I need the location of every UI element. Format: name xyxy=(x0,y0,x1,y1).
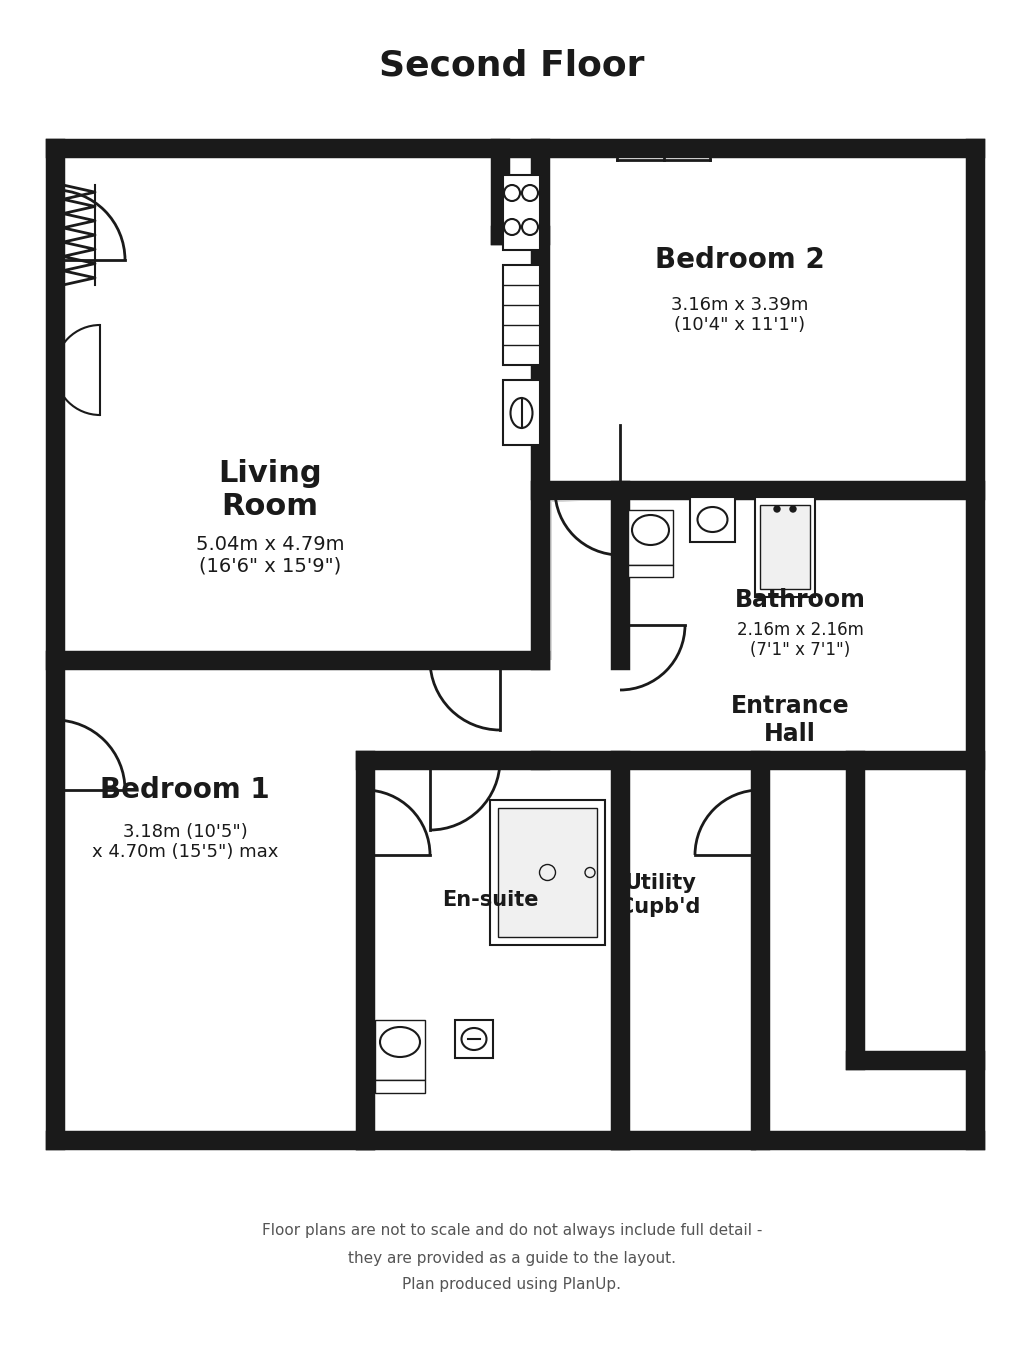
Polygon shape xyxy=(552,167,980,502)
Text: Bedroom 1: Bedroom 1 xyxy=(100,776,269,804)
Text: 5.04m x 4.79m
(16'6" x 15'9"): 5.04m x 4.79m (16'6" x 15'9") xyxy=(196,534,344,575)
Bar xyxy=(503,175,540,250)
Polygon shape xyxy=(62,660,540,1134)
Text: 3.18m (10'5")
x 4.70m (15'5") max: 3.18m (10'5") x 4.70m (15'5") max xyxy=(92,823,279,861)
Bar xyxy=(862,1067,968,1140)
Bar xyxy=(490,800,605,945)
Polygon shape xyxy=(365,759,620,1134)
Polygon shape xyxy=(552,673,980,772)
Text: Utility
Cupb'd: Utility Cupb'd xyxy=(620,873,700,917)
Polygon shape xyxy=(512,167,552,673)
Text: Entrance
Hall: Entrance Hall xyxy=(731,694,849,746)
Circle shape xyxy=(774,506,780,513)
Text: Floor plans are not to scale and do not always include full detail -: Floor plans are not to scale and do not … xyxy=(262,1223,762,1238)
Bar xyxy=(375,1079,425,1093)
Text: En-suite: En-suite xyxy=(441,890,539,910)
Polygon shape xyxy=(74,167,552,673)
Polygon shape xyxy=(74,673,552,1144)
Polygon shape xyxy=(540,660,968,759)
Polygon shape xyxy=(620,490,968,660)
Bar xyxy=(760,504,810,589)
Text: 2.16m x 2.16m
(7'1" x 7'1"): 2.16m x 2.16m (7'1" x 7'1") xyxy=(736,621,863,659)
Polygon shape xyxy=(377,772,632,1144)
Text: 3.16m x 3.39m
(10'4" x 11'1"): 3.16m x 3.39m (10'4" x 11'1") xyxy=(672,296,809,335)
Polygon shape xyxy=(772,772,980,1144)
Bar xyxy=(628,565,673,578)
Bar xyxy=(455,1020,493,1058)
Polygon shape xyxy=(632,502,980,673)
Bar xyxy=(503,380,540,445)
Circle shape xyxy=(790,506,796,513)
Polygon shape xyxy=(62,155,540,660)
Bar xyxy=(755,498,815,597)
Text: Living
Room: Living Room xyxy=(218,458,322,521)
Text: they are provided as a guide to the layout.: they are provided as a guide to the layo… xyxy=(348,1250,676,1265)
Text: Second Floor: Second Floor xyxy=(379,47,645,81)
Bar xyxy=(375,1020,425,1079)
Polygon shape xyxy=(620,759,760,1134)
Text: Bathroom: Bathroom xyxy=(734,589,865,612)
Bar xyxy=(628,510,673,565)
Bar xyxy=(690,498,735,542)
Polygon shape xyxy=(540,155,968,490)
Text: Plan produced using PlanUp.: Plan produced using PlanUp. xyxy=(402,1277,622,1292)
Polygon shape xyxy=(760,759,968,1134)
Text: Bedroom 2: Bedroom 2 xyxy=(655,245,825,274)
Bar xyxy=(498,808,597,937)
Bar xyxy=(503,264,540,365)
Polygon shape xyxy=(632,772,772,1144)
Polygon shape xyxy=(500,155,540,660)
